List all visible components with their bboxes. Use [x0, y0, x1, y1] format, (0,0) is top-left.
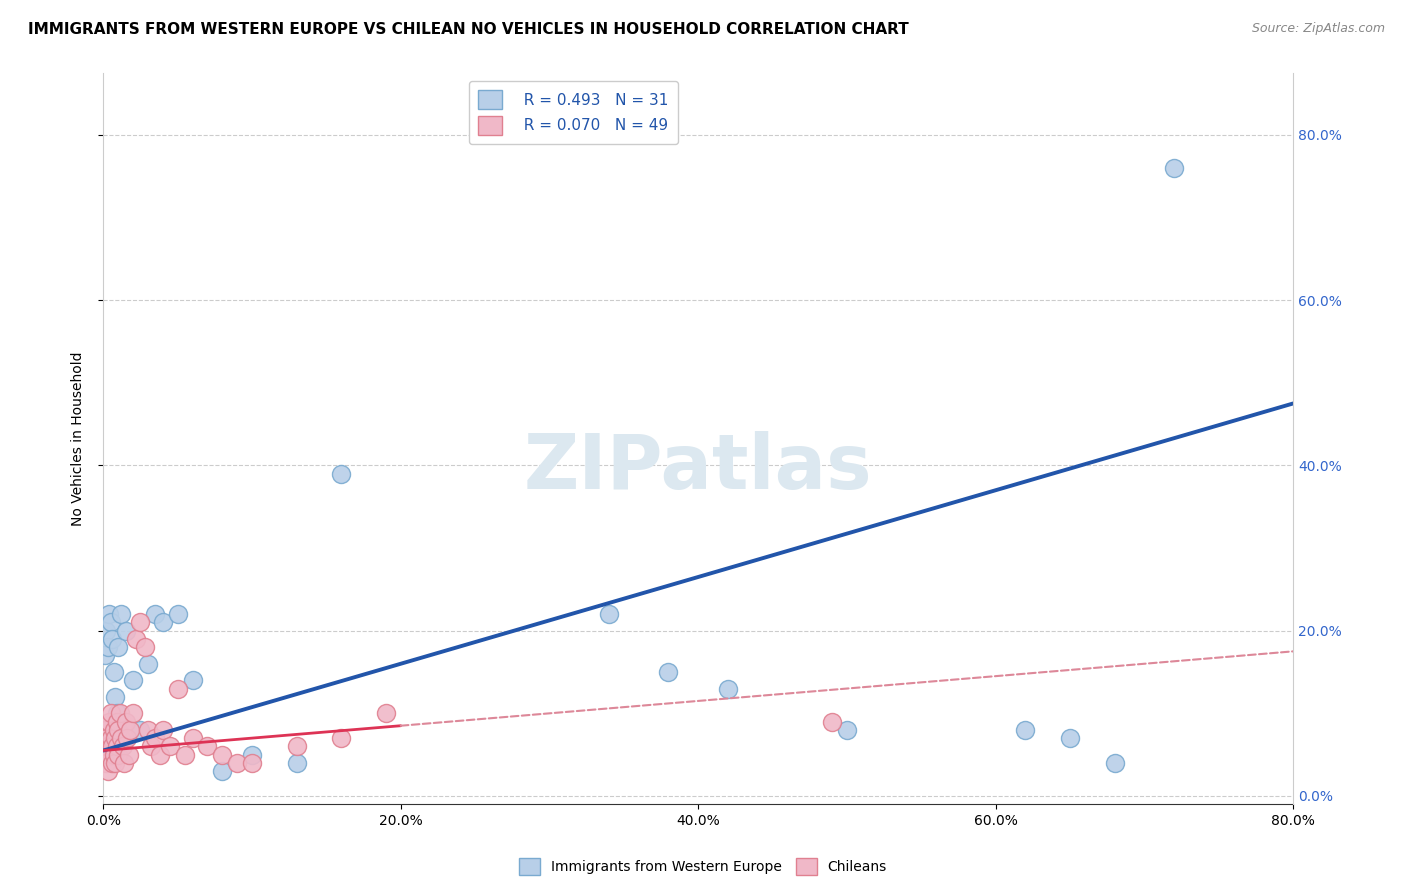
Point [94, 747, 117, 762]
Point [96, 624, 118, 638]
Point [240, 747, 263, 762]
Point [114, 714, 136, 729]
Point [330, 731, 353, 745]
Point [104, 756, 127, 770]
Point [1104, 756, 1126, 770]
Point [117, 747, 139, 762]
Point [104, 731, 127, 745]
Legend: Immigrants from Western Europe, Chileans: Immigrants from Western Europe, Chileans [513, 853, 893, 880]
Point [143, 607, 166, 622]
Point [598, 607, 620, 622]
Y-axis label: No Vehicles in Household: No Vehicles in Household [72, 351, 86, 526]
Point [717, 681, 740, 696]
Point [107, 747, 129, 762]
Point [110, 607, 132, 622]
Point [166, 681, 188, 696]
Point [103, 723, 125, 737]
Point [174, 747, 197, 762]
Point [101, 739, 124, 754]
Point [136, 723, 159, 737]
Point [211, 764, 233, 779]
Point [98, 714, 121, 729]
Point [211, 747, 233, 762]
Point [129, 615, 152, 630]
Point [100, 615, 122, 630]
Point [139, 739, 162, 754]
Point [125, 632, 148, 646]
Point [159, 739, 181, 754]
Point [122, 706, 145, 721]
Point [143, 731, 166, 745]
Point [1163, 161, 1185, 175]
Point [197, 739, 219, 754]
Point [101, 632, 124, 646]
Point [120, 723, 142, 737]
Point [821, 714, 844, 729]
Point [97, 640, 120, 655]
Point [240, 756, 263, 770]
Point [110, 731, 132, 745]
Point [108, 706, 131, 721]
Point [285, 739, 308, 754]
Point [115, 731, 138, 745]
Point [835, 723, 858, 737]
Point [107, 723, 129, 737]
Point [97, 764, 120, 779]
Point [105, 739, 128, 754]
Point [98, 747, 121, 762]
Point [181, 673, 204, 688]
Point [96, 731, 118, 745]
Text: ZIPatlas: ZIPatlas [524, 431, 873, 505]
Point [129, 723, 152, 737]
Point [149, 747, 172, 762]
Point [152, 615, 174, 630]
Text: Source: ZipAtlas.com: Source: ZipAtlas.com [1251, 22, 1385, 36]
Point [98, 607, 121, 622]
Point [100, 706, 122, 721]
Point [152, 723, 174, 737]
Point [100, 731, 122, 745]
Point [166, 607, 188, 622]
Point [94, 723, 117, 737]
Point [134, 640, 156, 655]
Point [107, 640, 129, 655]
Point [105, 706, 128, 721]
Point [136, 657, 159, 671]
Point [1059, 731, 1081, 745]
Point [122, 673, 145, 688]
Point [1014, 723, 1036, 737]
Point [101, 756, 124, 770]
Point [103, 747, 125, 762]
Point [94, 648, 117, 663]
Point [114, 624, 136, 638]
Point [330, 467, 353, 481]
Point [285, 756, 308, 770]
Point [97, 739, 120, 754]
Point [103, 665, 125, 679]
Legend:   R = 0.493   N = 31,   R = 0.070   N = 49: R = 0.493 N = 31, R = 0.070 N = 49 [468, 80, 678, 145]
Point [181, 731, 204, 745]
Point [374, 706, 396, 721]
Point [104, 690, 127, 704]
Point [657, 665, 679, 679]
Point [111, 739, 134, 754]
Point [226, 756, 249, 770]
Text: IMMIGRANTS FROM WESTERN EUROPE VS CHILEAN NO VEHICLES IN HOUSEHOLD CORRELATION C: IMMIGRANTS FROM WESTERN EUROPE VS CHILEA… [28, 22, 908, 37]
Point [96, 756, 118, 770]
Point [112, 756, 135, 770]
Point [105, 714, 128, 729]
